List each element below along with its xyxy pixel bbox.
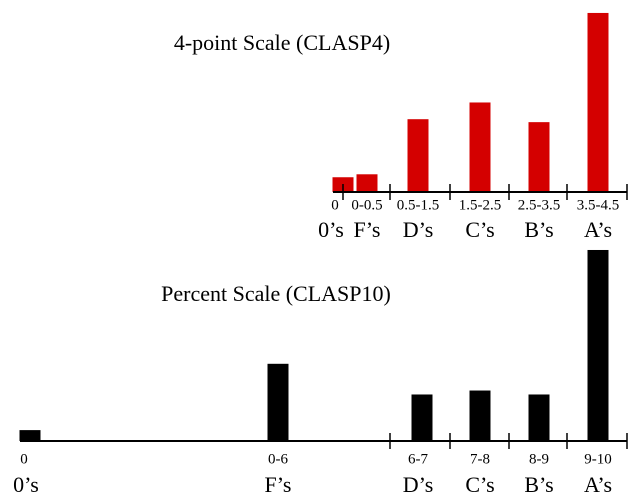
range-label: 6-7 [408, 451, 428, 467]
bar [469, 102, 491, 192]
grade-label: D’s [403, 472, 434, 497]
range-label: 3.5-4.5 [577, 197, 620, 213]
bar [411, 394, 433, 441]
grade-label: F’s [354, 217, 381, 242]
grade-label: 0’s [318, 217, 344, 242]
bar [469, 390, 491, 441]
grade-label: B’s [524, 472, 553, 497]
grade-label: F’s [265, 472, 292, 497]
grade-label: D’s [403, 217, 434, 242]
bar [587, 249, 609, 441]
range-label: 9-10 [584, 451, 612, 467]
range-label: 0-6 [268, 451, 288, 467]
range-label: 0 [20, 451, 28, 467]
range-label: 1.5-2.5 [459, 197, 502, 213]
range-label: 0-0.5 [351, 197, 382, 213]
bar [528, 122, 550, 192]
grade-label: A’s [584, 217, 612, 242]
chart-title: 4-point Scale (CLASP4) [174, 30, 390, 55]
bar [587, 12, 609, 192]
grade-label: A’s [584, 472, 612, 497]
chart-title: Percent Scale (CLASP10) [161, 281, 391, 306]
bar [528, 394, 550, 441]
grade-label: C’s [465, 217, 494, 242]
grade-label: B’s [524, 217, 553, 242]
grade-label: C’s [465, 472, 494, 497]
range-label: 7-8 [470, 451, 490, 467]
range-label: 0 [331, 197, 339, 213]
bar [356, 174, 378, 192]
bar [267, 363, 289, 441]
grade-label: 0’s [13, 472, 39, 497]
range-label: 2.5-3.5 [518, 197, 561, 213]
bar [407, 119, 429, 192]
bar [19, 430, 41, 441]
range-label: 0.5-1.5 [397, 197, 440, 213]
range-label: 8-9 [529, 451, 549, 467]
